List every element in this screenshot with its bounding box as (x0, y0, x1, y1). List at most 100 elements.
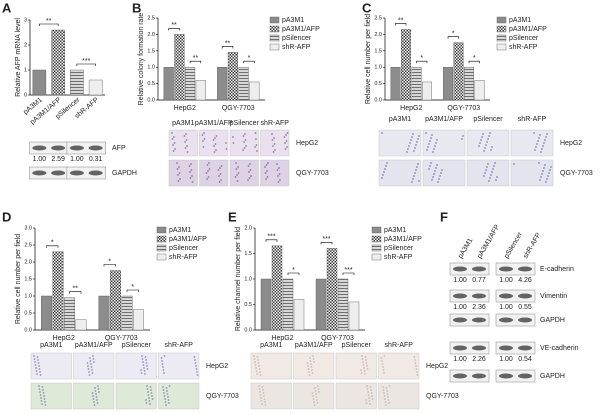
significance-label: ** (193, 55, 199, 62)
y-tick-label: 1.5 (147, 48, 155, 54)
legend-swatch (496, 34, 507, 42)
cell-dot (142, 361, 144, 363)
cell-dot (194, 362, 197, 364)
cell-dot (367, 394, 370, 396)
cell-dot (208, 162, 210, 164)
cell-dot (386, 390, 388, 392)
cell-dot (88, 371, 90, 373)
cell-dot (254, 132, 257, 134)
y-tick-label: 1.0 (147, 65, 155, 71)
blot-frame (495, 262, 536, 276)
cell-dot (39, 371, 41, 373)
cell-dot (225, 148, 228, 150)
blot-band (472, 317, 486, 323)
cell-dot (416, 371, 418, 373)
cell-dot (40, 397, 42, 399)
cell-dot (362, 364, 365, 366)
cell-dot (213, 151, 216, 153)
significance-label: * (131, 284, 134, 291)
cell-dot (284, 148, 287, 150)
cell-dot (536, 143, 538, 145)
cell-dot (37, 359, 39, 361)
cell-dot (38, 388, 41, 390)
cell-dot (39, 374, 42, 376)
cell-dot (440, 172, 442, 174)
cell-dot (168, 385, 171, 387)
cell-dot (538, 137, 540, 139)
legend-label: pA3M1/AFP (384, 236, 422, 243)
cell-dot (414, 147, 416, 149)
cell-dot (257, 362, 260, 364)
cell-dot (417, 138, 419, 140)
blot-band (518, 345, 532, 351)
blot-quant: 1.00 (499, 277, 513, 284)
micrograph (378, 352, 420, 380)
significance-label: * (248, 55, 251, 62)
cell-dot (215, 149, 217, 151)
y-tick-label: 1.5 (374, 48, 382, 54)
cell-dot (490, 174, 492, 176)
cell-dot (418, 180, 420, 182)
micrograph (199, 159, 229, 187)
cell-dot (540, 151, 542, 153)
cell-dot (286, 132, 289, 134)
blot-band (499, 293, 513, 299)
cell-dot (311, 372, 314, 374)
y-tick-label: 0.5 (374, 81, 382, 87)
y-tick-label: 2 (24, 42, 27, 48)
blot-frame (449, 369, 490, 383)
cell-dot (542, 145, 544, 147)
cell-dot (489, 132, 491, 134)
cell-dot (382, 369, 385, 371)
cell-dot (383, 392, 385, 394)
significance-label: * (452, 30, 455, 37)
legend-label: pSilencer (282, 35, 312, 42)
cell-dot (316, 402, 319, 404)
cell-dot (435, 142, 437, 144)
y-axis-label: Relative channel number per field (235, 227, 242, 331)
bar (52, 251, 64, 331)
bar (238, 66, 249, 101)
blot-band (472, 293, 486, 299)
y-tick-label: 2.5 (24, 242, 32, 248)
cell-dot (414, 172, 416, 174)
cell-dot (225, 142, 227, 144)
legend-swatch (269, 25, 280, 33)
significance-bracket (265, 239, 278, 242)
cell-dot (262, 389, 264, 391)
bar (217, 66, 228, 101)
cell-dot (38, 385, 40, 387)
micrograph (115, 352, 157, 380)
micrograph (378, 159, 422, 187)
cell-dot (439, 175, 441, 177)
micrograph (293, 352, 335, 380)
cell-dot (488, 135, 490, 137)
cell-dot (206, 178, 208, 180)
bar (260, 278, 272, 331)
blot-band (499, 317, 513, 323)
cell-dot (163, 395, 166, 397)
bar (282, 278, 294, 331)
cell-dot (550, 166, 552, 168)
micrograph (158, 352, 200, 380)
cell-dot (279, 179, 281, 181)
cell-dot (267, 162, 269, 164)
cell-dot (248, 171, 250, 173)
cell-dot (382, 389, 385, 391)
cell-dot (360, 369, 362, 371)
blot-band (453, 345, 467, 351)
blot-frame (495, 341, 536, 355)
blot-label: E-cadherin (540, 266, 574, 273)
cell-dot (413, 175, 415, 177)
significance-label: * (473, 55, 476, 62)
image-column-label: shR-AFP (518, 116, 547, 123)
cell-dot (264, 166, 266, 168)
significance-label: * (51, 240, 54, 247)
legend-swatch (496, 16, 507, 24)
significance-bracket (103, 264, 116, 267)
cell-dot (308, 371, 310, 373)
cell-dot (384, 398, 386, 400)
cell-dot (40, 400, 43, 402)
bar (98, 295, 110, 331)
cell-dot (177, 180, 180, 182)
